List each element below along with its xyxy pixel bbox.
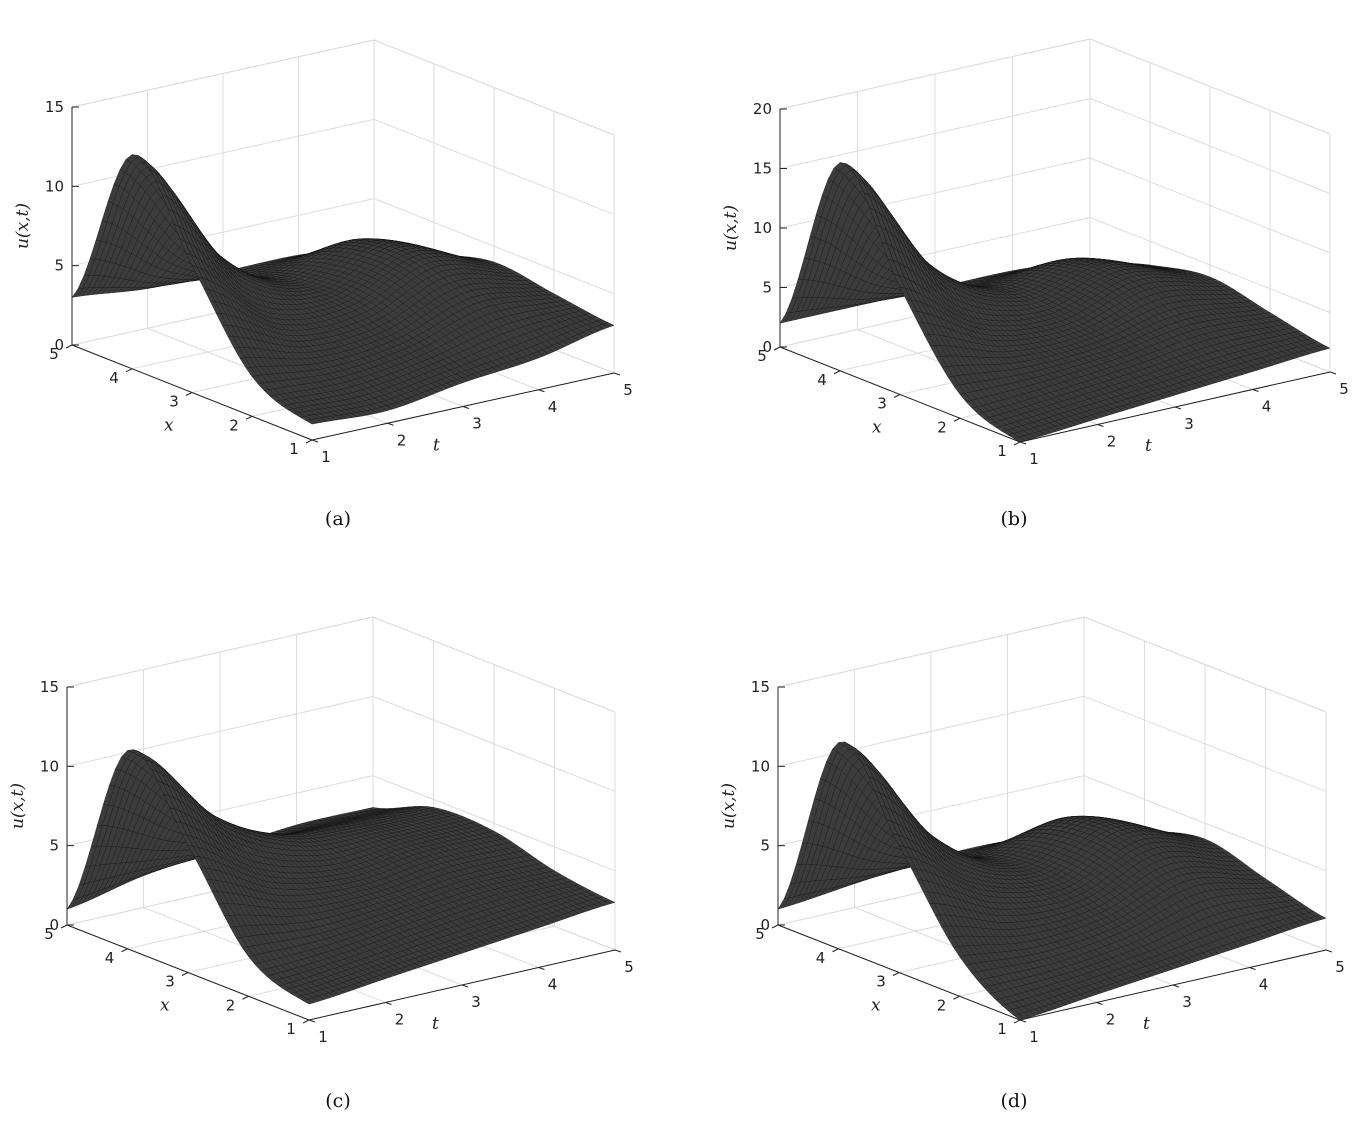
x-tick bbox=[185, 392, 193, 396]
caption: (a) bbox=[324, 508, 352, 530]
t-tick bbox=[1097, 424, 1104, 427]
z-axis-label: u(x,t) bbox=[721, 205, 741, 251]
surface-patch bbox=[305, 419, 318, 425]
box-edge bbox=[372, 616, 616, 713]
box-edge bbox=[71, 39, 375, 108]
z-tick-label: 20 bbox=[753, 100, 772, 118]
t-tick-label: 4 bbox=[1262, 398, 1272, 416]
x-tick-label: 1 bbox=[289, 440, 299, 458]
x-tick-label: 2 bbox=[229, 416, 239, 434]
x-tick bbox=[833, 370, 841, 375]
t-tick bbox=[462, 406, 470, 409]
t-tick bbox=[1252, 389, 1259, 392]
x-tick-label: 5 bbox=[49, 345, 59, 363]
surface-plot-a: 1 2 3 4 5 1 2 3 4 5 0 5 10 15 t x u(x,t) (a) bbox=[0, 0, 676, 560]
z-tick-label: 0 bbox=[762, 338, 772, 356]
gridline bbox=[372, 695, 616, 792]
gridline bbox=[373, 198, 615, 295]
t-tick bbox=[1329, 371, 1337, 375]
t-tick bbox=[538, 389, 545, 393]
z-tick-label: 15 bbox=[45, 98, 64, 116]
t-tick-label: 3 bbox=[1184, 415, 1194, 433]
z-tick-label: 15 bbox=[753, 160, 772, 178]
t-axis-label: t bbox=[1145, 436, 1152, 456]
gridline bbox=[66, 695, 374, 767]
x-tick bbox=[1013, 441, 1021, 446]
x-tick-label: 3 bbox=[169, 393, 179, 411]
gridline bbox=[373, 118, 615, 215]
t-tick bbox=[311, 439, 319, 443]
x-tick bbox=[125, 368, 133, 373]
gridline bbox=[779, 98, 1091, 169]
t-tick-label: 1 bbox=[321, 448, 331, 466]
x-tick-label: 4 bbox=[109, 369, 119, 387]
gridline bbox=[1089, 217, 1331, 313]
x-tick-label: 3 bbox=[877, 395, 887, 413]
t-tick bbox=[613, 372, 621, 376]
x-tick-label: 2 bbox=[937, 418, 947, 436]
surface-mesh bbox=[779, 162, 1331, 443]
gridline bbox=[1089, 157, 1331, 254]
x-tick bbox=[245, 415, 253, 420]
t-tick-label: 1 bbox=[1029, 450, 1039, 468]
x-axis-label: x bbox=[164, 416, 174, 436]
t-tick-label: 5 bbox=[1339, 380, 1349, 398]
z-tick-label: 10 bbox=[45, 177, 64, 195]
t-axis-label: t bbox=[433, 436, 440, 456]
surface-plot-c: 1 2 3 4 5 1 2 3 4 5 0 5 10 15 t x u(x,t) (c) bbox=[0, 560, 676, 1120]
z-tick-label: 5 bbox=[762, 279, 772, 297]
x-tick-label: 5 bbox=[757, 347, 767, 365]
t-tick-label: 4 bbox=[548, 398, 558, 416]
gridline bbox=[372, 775, 616, 872]
surface-mesh bbox=[66, 749, 616, 1005]
x-tick-label: 1 bbox=[997, 442, 1007, 460]
caption: (b) bbox=[1000, 508, 1028, 530]
x-axis-label: x bbox=[872, 418, 882, 438]
x-tick bbox=[953, 417, 961, 422]
z-tick-label: 0 bbox=[54, 336, 64, 354]
box-edge bbox=[779, 38, 1091, 110]
box-edge bbox=[1089, 38, 1331, 135]
t-tick-label: 5 bbox=[623, 381, 633, 399]
x-tick-label: 4 bbox=[817, 371, 827, 389]
t-tick-label: 2 bbox=[397, 431, 407, 449]
t-tick bbox=[387, 422, 394, 426]
z-axis-label: u(x,t) bbox=[13, 203, 33, 249]
z-tick-label: 5 bbox=[54, 257, 64, 275]
x-tick bbox=[773, 346, 781, 351]
t-tick-label: 2 bbox=[1107, 433, 1117, 451]
box-edge bbox=[373, 39, 615, 136]
surface-mesh bbox=[71, 154, 615, 425]
box-edge bbox=[66, 616, 374, 688]
x-tick bbox=[65, 344, 73, 349]
t-tick-label: 3 bbox=[472, 415, 482, 433]
t-tick bbox=[1174, 406, 1182, 410]
x-tick bbox=[893, 394, 901, 398]
gridline bbox=[1089, 98, 1331, 194]
surface-plot-b: 1 2 3 4 5 1 2 3 4 5 0 5 10 15 20 t x u(x,t) (b) bbox=[676, 0, 1352, 560]
t-tick bbox=[1019, 441, 1027, 445]
z-tick-label: 10 bbox=[753, 219, 772, 237]
x-tick bbox=[305, 439, 313, 444]
